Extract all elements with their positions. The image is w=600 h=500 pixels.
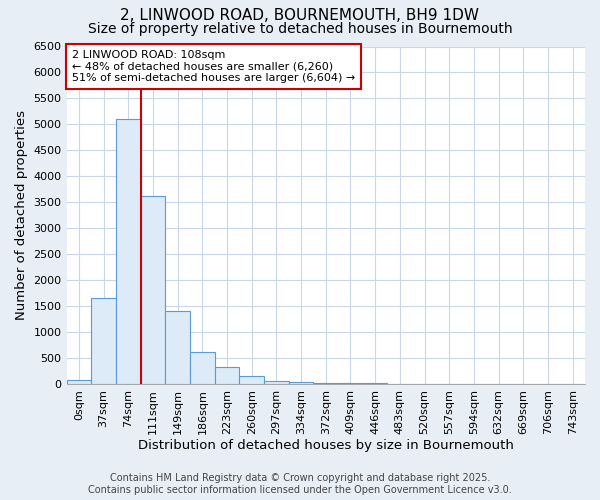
Bar: [215, 368, 239, 384]
Bar: [239, 376, 264, 384]
Bar: [140, 196, 165, 384]
Y-axis label: Number of detached properties: Number of detached properties: [15, 110, 28, 320]
X-axis label: Distribution of detached houses by size in Bournemouth: Distribution of detached houses by size …: [138, 440, 514, 452]
Bar: [91, 298, 116, 384]
Text: 2 LINWOOD ROAD: 108sqm
← 48% of detached houses are smaller (6,260)
51% of semi-: 2 LINWOOD ROAD: 108sqm ← 48% of detached…: [72, 50, 355, 83]
Bar: [165, 312, 190, 384]
Bar: [313, 383, 338, 384]
Bar: [289, 382, 313, 384]
Text: Size of property relative to detached houses in Bournemouth: Size of property relative to detached ho…: [88, 22, 512, 36]
Bar: [190, 352, 215, 384]
Bar: [67, 380, 91, 384]
Bar: [264, 381, 289, 384]
Text: Contains HM Land Registry data © Crown copyright and database right 2025.
Contai: Contains HM Land Registry data © Crown c…: [88, 474, 512, 495]
Bar: [116, 119, 140, 384]
Text: 2, LINWOOD ROAD, BOURNEMOUTH, BH9 1DW: 2, LINWOOD ROAD, BOURNEMOUTH, BH9 1DW: [121, 8, 479, 22]
